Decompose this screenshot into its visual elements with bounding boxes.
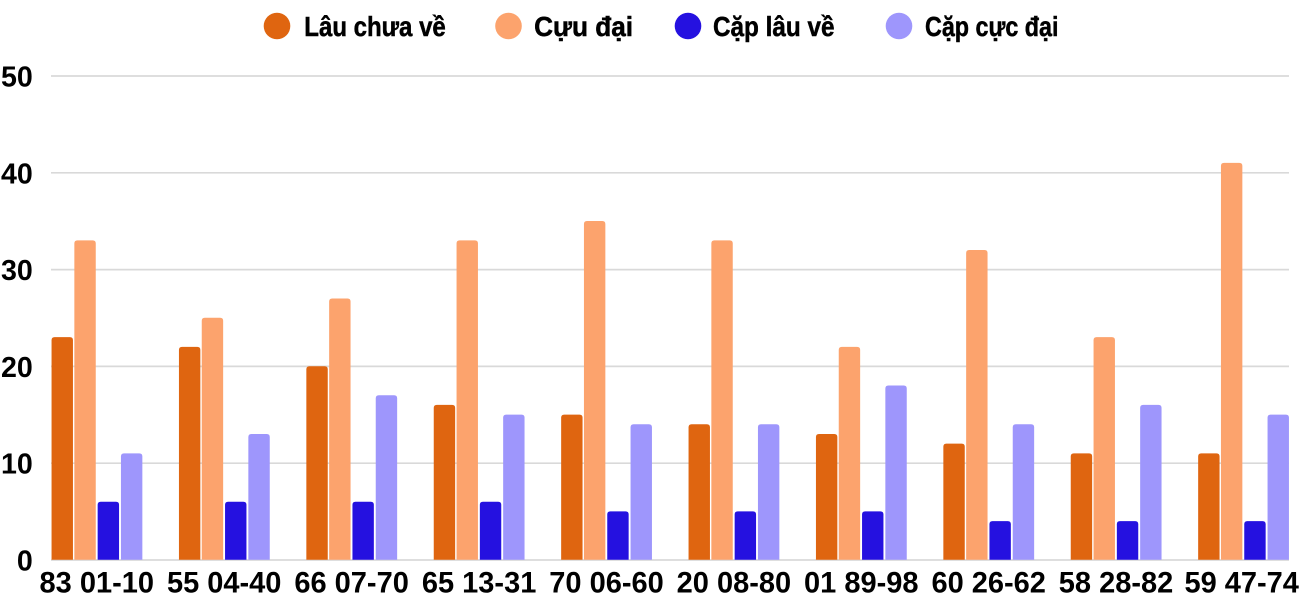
svg-text:55 04-40: 55 04-40	[167, 566, 282, 599]
svg-text:59 47-74: 59 47-74	[1184, 566, 1299, 599]
svg-text:66 07-70: 66 07-70	[294, 566, 409, 599]
svg-text:0: 0	[17, 546, 33, 578]
svg-text:60 26-62: 60 26-62	[931, 566, 1046, 599]
svg-text:Cựu đại: Cựu đại	[534, 11, 633, 42]
svg-text:40: 40	[1, 158, 33, 190]
svg-text:30: 30	[1, 255, 33, 287]
svg-text:58 28-82: 58 28-82	[1059, 566, 1174, 599]
svg-text:83 01-10: 83 01-10	[40, 566, 155, 599]
svg-text:Cặp cực đại: Cặp cực đại	[925, 11, 1059, 42]
svg-text:10: 10	[1, 449, 33, 481]
svg-text:50: 50	[1, 62, 33, 94]
svg-text:70 06-60: 70 06-60	[549, 566, 664, 599]
svg-text:Cặp lâu về: Cặp lâu về	[713, 11, 835, 42]
svg-text:20: 20	[1, 352, 33, 384]
svg-text:Lâu chưa về: Lâu chưa về	[304, 11, 446, 42]
svg-text:65 13-31: 65 13-31	[422, 566, 537, 599]
svg-text:20 08-80: 20 08-80	[677, 566, 792, 599]
svg-text:01 89-98: 01 89-98	[804, 566, 919, 599]
